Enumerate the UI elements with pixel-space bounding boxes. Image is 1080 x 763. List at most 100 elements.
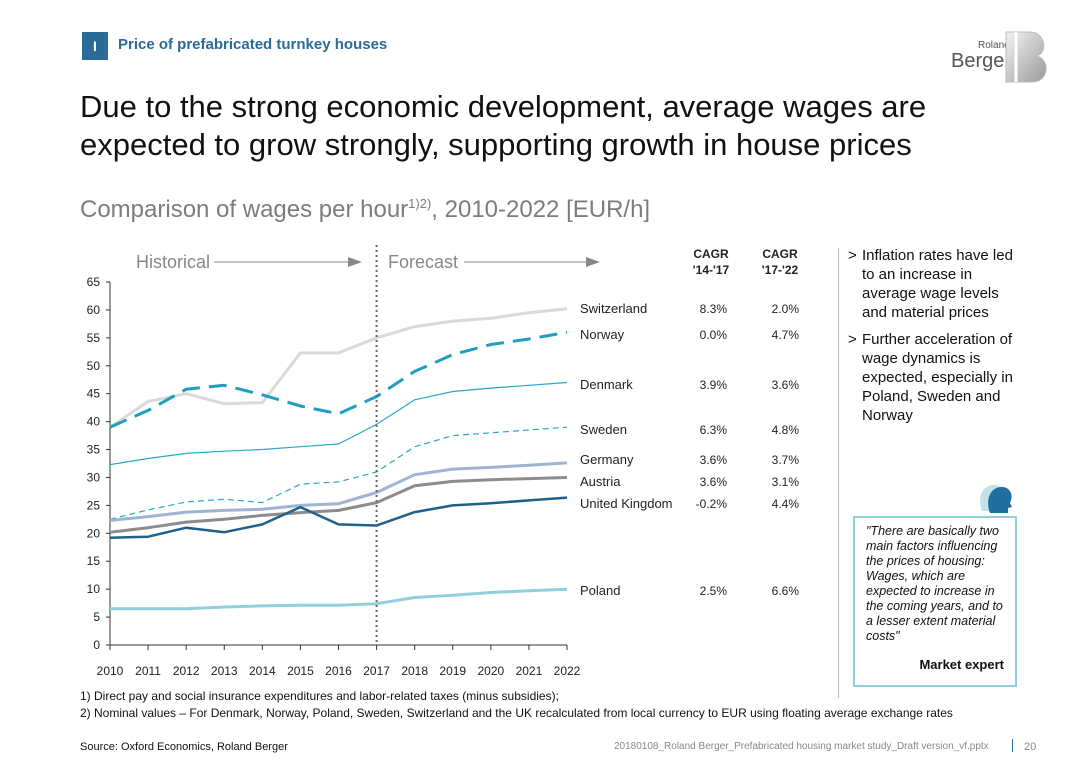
series-label-sweden: Sweden	[580, 422, 627, 437]
cagr-header-line1: CAGR	[762, 247, 798, 261]
logo-text-roland: Roland	[978, 40, 1010, 51]
series-line-germany	[109, 461, 568, 522]
historical-label: Historical	[136, 252, 210, 272]
y-tick-label: 60	[87, 303, 101, 317]
y-tick-label: 45	[87, 387, 101, 401]
cagr-header-line2: '17-'22	[762, 263, 799, 277]
series-label-denmark: Denmark	[580, 377, 633, 392]
x-tick-label: 2013	[211, 664, 238, 678]
expert-head-icon	[980, 484, 1012, 513]
series-label-austria: Austria	[580, 474, 621, 489]
x-tick-label: 2018	[401, 664, 428, 678]
x-tick-label: 2010	[97, 664, 124, 678]
cagr-17-22-sweden: 4.8%	[772, 423, 800, 437]
series-label-switzerland: Switzerland	[580, 301, 647, 316]
x-tick-label: 2017	[363, 664, 390, 678]
series-line-austria	[109, 476, 568, 534]
file-name: 20180108_Roland Berger_Prefabricated hou…	[614, 741, 989, 752]
cagr-14-17-united-kingdom: -0.2%	[696, 497, 728, 511]
cagr-14-17-austria: 3.6%	[700, 475, 728, 489]
cagr-17-22-switzerland: 2.0%	[772, 302, 800, 316]
y-tick-label: 5	[93, 610, 100, 624]
series-line-poland	[110, 587, 568, 611]
bullet-marker: >	[848, 247, 857, 264]
subtitle-text: Comparison of wages per hour	[80, 196, 409, 223]
quote-box	[853, 516, 1017, 687]
y-tick-label: 15	[87, 554, 101, 568]
forecast-arrow-head	[586, 257, 600, 267]
y-tick-label: 65	[87, 275, 101, 289]
cagr-17-22-austria: 3.1%	[772, 475, 800, 489]
cagr-17-22-norway: 4.7%	[772, 328, 800, 342]
subtitle-footnote-refs: 1)2)	[408, 196, 432, 211]
x-tick-label: 2019	[439, 664, 466, 678]
footnote-2: 2) Nominal values – For Denmark, Norway,…	[80, 706, 953, 720]
x-tick-label: 2015	[287, 664, 314, 678]
chart-subtitle: Comparison of wages per hour1)2), 2010-2…	[80, 196, 650, 224]
y-tick-label: 0	[93, 638, 100, 652]
y-tick-label: 55	[87, 331, 101, 345]
x-tick-label: 2022	[554, 664, 581, 678]
sidebar-bullet-1: > Inflation rates have led to an increase…	[848, 246, 1018, 322]
x-tick-label: 2011	[135, 664, 161, 678]
cagr-17-22-united-kingdom: 4.4%	[772, 497, 800, 511]
page-separator	[1012, 739, 1013, 752]
chart-series-lines	[109, 307, 568, 611]
logo-text-berger: Berger	[951, 50, 1012, 72]
y-tick-label: 40	[87, 415, 101, 429]
x-tick-label: 2020	[477, 664, 504, 678]
y-tick-label: 20	[87, 526, 101, 540]
page-number: 20	[1024, 741, 1037, 753]
y-tick-label: 35	[87, 443, 101, 457]
series-label-germany: Germany	[580, 452, 634, 467]
cagr-17-22-denmark: 3.6%	[772, 378, 800, 392]
bullet-marker: >	[848, 331, 857, 348]
historical-arrow-head	[348, 257, 362, 267]
chart-period-markers: Historical Forecast	[136, 245, 600, 645]
series-label-poland: Poland	[580, 583, 620, 598]
quote-author: Market expert	[919, 657, 1004, 672]
series-line-sweden	[109, 426, 568, 520]
series-label-norway: Norway	[580, 327, 625, 342]
cagr-header-line2: '14-'17	[693, 263, 730, 277]
expert-quote: "There are basically two main factors in…	[866, 524, 1003, 643]
page-headline: Due to the strong economic development, …	[80, 89, 927, 162]
footnote-1: 1) Direct pay and social insurance expen…	[80, 689, 559, 703]
subtitle-suffix: , 2010-2022 [EUR/h]	[431, 196, 651, 223]
cagr-14-17-poland: 2.5%	[700, 584, 728, 598]
cagr-header-line1: CAGR	[693, 247, 729, 261]
bullet-text: Further acceleration of wage dynamics is…	[862, 331, 1013, 424]
section-number-badge: I	[82, 32, 108, 60]
sidebar-divider	[838, 248, 839, 698]
bullet-text: Inflation rates have led to an increase …	[862, 247, 1013, 321]
chart-axes: 0 5 10 15 20 25 30 35 40 45 50 55 60 65 2010 2011 2012 20…	[87, 275, 581, 678]
sidebar-bullet-2: > Further acceleration of wage dynamics i…	[848, 330, 1018, 425]
forecast-label: Forecast	[388, 252, 458, 272]
source-note: Source: Oxford Economics, Roland Berger	[80, 741, 288, 753]
cagr-14-17-germany: 3.6%	[700, 453, 728, 467]
series-line-denmark	[109, 381, 568, 466]
series-line-norway	[109, 330, 568, 429]
series-label-united-kingdom: United Kingdom	[580, 496, 673, 511]
chart-series-labels: Switzerland Norway Denmark Sweden Germany Aus…	[580, 301, 673, 598]
series-line-united-kingdom	[109, 496, 568, 540]
x-tick-label: 2021	[516, 664, 543, 678]
cagr-table: 8.3% 2.0% 0.0% 4.7% 3.9% 3.6% 6.3% 4.8% 3.6% 3.7%…	[693, 247, 800, 598]
x-tick-label: 2012	[173, 664, 200, 678]
roland-berger-logo-mark	[1005, 31, 1047, 83]
cagr-14-17-denmark: 3.9%	[700, 378, 728, 392]
series-line-switzerland	[109, 307, 568, 429]
cagr-17-22-poland: 6.6%	[772, 584, 800, 598]
cagr-14-17-switzerland: 8.3%	[700, 302, 728, 316]
y-tick-label: 50	[87, 359, 101, 373]
cagr-14-17-sweden: 6.3%	[700, 423, 728, 437]
x-tick-label: 2014	[249, 664, 276, 678]
cagr-17-22-germany: 3.7%	[772, 453, 800, 467]
cagr-14-17-norway: 0.0%	[700, 328, 728, 342]
y-tick-label: 30	[87, 470, 101, 484]
x-tick-label: 2016	[325, 664, 352, 678]
y-tick-label: 10	[87, 582, 101, 596]
section-title: Price of prefabricated turnkey houses	[118, 36, 388, 53]
y-tick-label: 25	[87, 498, 101, 512]
